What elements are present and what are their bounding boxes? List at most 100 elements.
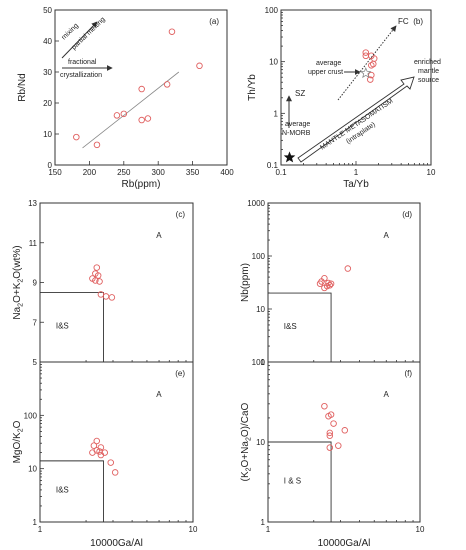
- data-point: [90, 442, 98, 449]
- data-point: [341, 427, 349, 434]
- y-tick-label: 7: [33, 318, 38, 327]
- data-point: [326, 444, 334, 451]
- annotation-mantle-metasomatism: MANTLE METASOMATISM: [319, 98, 394, 152]
- plot-frame-d: [267, 202, 421, 363]
- data-point: [93, 437, 101, 445]
- data-point: [321, 284, 328, 292]
- data-point: [73, 133, 80, 141]
- y-tick-label: 5: [33, 358, 38, 367]
- panel-label: (b): [413, 17, 423, 26]
- y-tick-label: 0.1: [267, 161, 279, 170]
- x-tick-label: 250: [117, 168, 131, 177]
- x-tick-label: 300: [152, 168, 166, 177]
- panel-b: 0.1 1 10 100 0.1 1 10 (b) Ta/Yb Th/Yb FC average upp…: [247, 6, 441, 190]
- annotation-crystallization: crystallization: [60, 72, 102, 79]
- y-tick-label: 1: [33, 518, 38, 527]
- panel-c: 5 7 9 11 13 (c) Na2O+K2O(wt%) I&S A: [12, 199, 194, 367]
- data-point: [138, 116, 145, 124]
- field-label-a: A: [156, 390, 162, 399]
- data-point: [96, 278, 103, 285]
- field-label-is: I&S: [284, 322, 297, 331]
- data-point: [107, 459, 114, 466]
- x-tick-label: 150: [48, 168, 62, 177]
- data-point: [327, 280, 335, 287]
- data-point: [321, 402, 328, 410]
- x-tick-label: 200: [83, 168, 97, 177]
- mixing-arrow: [61, 21, 98, 59]
- x-axis-label: Ta/Yb: [343, 179, 369, 190]
- y-tick-label: 0: [48, 161, 53, 170]
- annotation-sz: SZ: [295, 89, 305, 98]
- annotation-average: average: [316, 60, 341, 67]
- panel-a: 0 10 20 30 40 50 150 200 250 300 350 400 (a) Rb(ppm) R…: [17, 6, 234, 190]
- panel-label: (f): [404, 369, 412, 378]
- data-point: [326, 282, 334, 289]
- annotation-n-morb: N-MORB: [282, 130, 311, 137]
- data-point: [325, 412, 332, 420]
- field-label-is: I & S: [284, 477, 301, 486]
- y-tick-label: 1: [274, 109, 279, 118]
- panel-label: (a): [209, 17, 219, 26]
- field-label-a: A: [156, 231, 162, 240]
- annotation-partial-melting: partial melting: [71, 16, 107, 51]
- data-point: [326, 432, 334, 439]
- y-tick-label: 10: [43, 130, 52, 139]
- y-axis-label: Th/Yb: [247, 74, 258, 101]
- panel-d: 1 10 100 1000 (d) Nb(ppm) I&S A: [240, 199, 421, 367]
- data-point: [120, 110, 128, 118]
- y-tick-label: 1: [261, 358, 266, 367]
- data-point: [368, 62, 375, 69]
- data-point: [94, 272, 102, 279]
- y-tick-label: 40: [43, 37, 52, 46]
- y-tick-label: 9: [33, 279, 38, 288]
- field-label-a: A: [384, 390, 390, 399]
- y-tick-label: 1: [261, 518, 266, 527]
- x-tick-label: 1: [266, 525, 271, 534]
- x-tick-label: 1: [38, 525, 43, 534]
- y-tick-label: 20: [43, 99, 52, 108]
- data-point: [344, 265, 352, 272]
- y-tick-label: 100: [252, 358, 266, 367]
- panel-label: (e): [175, 369, 185, 378]
- fc-arrow: [337, 25, 397, 101]
- field-label-is: I&S: [56, 322, 69, 331]
- y-tick-label: 10: [256, 438, 265, 447]
- plot-frame-a: [54, 9, 228, 166]
- data-point: [163, 81, 171, 88]
- data-point: [108, 294, 116, 301]
- annotation-mixing: mixing: [61, 22, 80, 41]
- data-point: [196, 62, 203, 70]
- plot-frame-c: [39, 202, 194, 363]
- data-point: [168, 28, 176, 35]
- y-tick-label: 13: [28, 199, 37, 208]
- annotation-average-2: average: [285, 121, 310, 128]
- data-point: [326, 429, 334, 437]
- annotation-mantle: mantle: [418, 68, 439, 75]
- y-axis-label: MgO/K2O: [12, 420, 25, 463]
- data-point: [144, 115, 152, 122]
- x-tick-label: 10: [189, 525, 198, 534]
- data-point: [362, 49, 370, 56]
- field-boundary: [40, 291, 104, 362]
- y-tick-label: 100: [252, 252, 266, 261]
- field-boundary: [268, 292, 332, 362]
- field-boundary: [268, 441, 332, 522]
- x-tick-label: 0.1: [275, 168, 287, 177]
- annotation-fc: FC: [398, 17, 409, 26]
- data-point: [138, 85, 145, 93]
- y-axis-label: Nb(ppm): [240, 263, 251, 302]
- y-tick-label: 100: [265, 6, 279, 15]
- data-point: [102, 293, 110, 300]
- y-tick-label: 100: [24, 411, 38, 420]
- trend-line: [82, 71, 180, 149]
- field-label-a: A: [384, 231, 390, 240]
- y-tick-label: 50: [43, 6, 52, 15]
- data-point: [92, 277, 99, 284]
- x-tick-label: 10: [416, 525, 425, 534]
- y-axis-label: (K2O+Na2O)/CaO: [240, 402, 253, 481]
- y-axis-label: Rb/Nd: [17, 73, 28, 101]
- data-point: [316, 280, 324, 287]
- x-tick-label: 400: [220, 168, 234, 177]
